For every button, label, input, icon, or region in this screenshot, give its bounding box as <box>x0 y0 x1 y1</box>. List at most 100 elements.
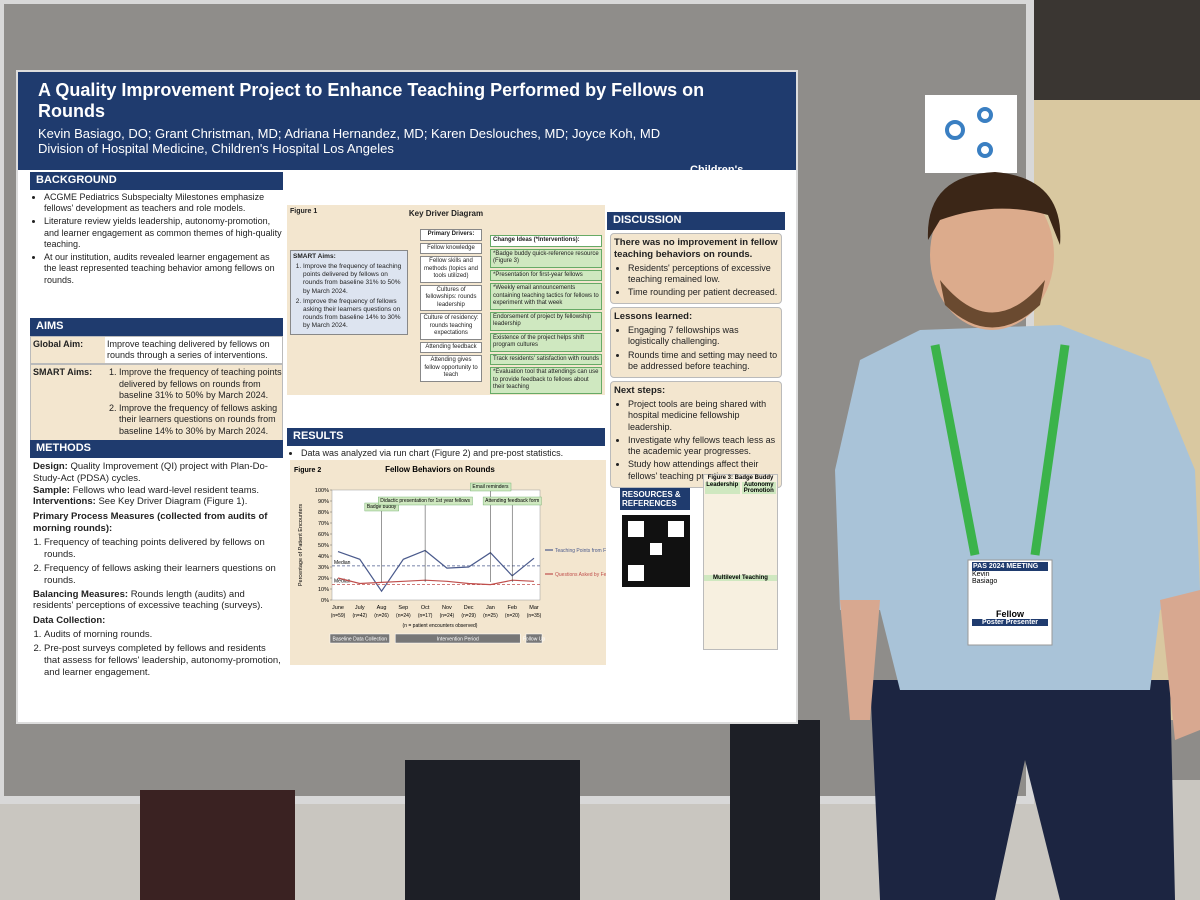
discussion-title: There was no improvement in fellow teach… <box>614 236 778 260</box>
aims-row: Global Aim: Improve teaching delivered by… <box>30 335 283 365</box>
annotation: Badge buddy <box>367 504 397 510</box>
fields: Design: Quality Improvement (QI) project… <box>30 458 283 512</box>
pants <box>870 680 1175 900</box>
driver: Culture of residency: rounds teaching ex… <box>420 313 482 340</box>
discussion-title: Lessons learned: <box>614 311 693 323</box>
section-heading: METHODS <box>30 440 283 458</box>
poster-title: A Quality Improvement Project to Enhance… <box>38 80 705 121</box>
x-tick-sublabel: (n=24) <box>440 613 455 619</box>
person-legs <box>140 790 295 900</box>
phase-label: Baseline Data Collection <box>333 637 388 643</box>
field: Interventions: See Key Driver Diagram (F… <box>33 496 280 508</box>
poster-header: A Quality Improvement Project to Enhance… <box>18 72 796 170</box>
change-idea: Existence of the project helps shift pro… <box>490 332 602 352</box>
chart-title: Fellow Behaviors on Rounds <box>385 465 495 474</box>
icon <box>977 107 993 123</box>
y-tick-label: 30% <box>318 565 329 571</box>
hands <box>840 590 1200 740</box>
label: Data Collection: <box>33 615 106 627</box>
figure1: Figure 1 Key Driver Diagram SMART Aims: I… <box>287 205 605 395</box>
driver: Attending gives fellow opportunity to te… <box>420 355 482 382</box>
list-item: Frequency of teaching points delivered b… <box>44 537 283 561</box>
change-idea: Track residents' satisfaction with round… <box>490 353 602 365</box>
y-tick-label: 0% <box>321 598 329 604</box>
annotation-box <box>378 496 473 506</box>
phase-bar <box>525 633 543 644</box>
list-item: Audits of morning rounds. <box>44 629 283 641</box>
section-heading: BACKGROUND <box>30 172 283 190</box>
badge-name: Basiago <box>972 578 998 585</box>
y-tick-label: 80% <box>318 510 329 516</box>
badge-event: PAS 2024 MEETING <box>972 562 1048 571</box>
figure3: Figure 3: Badge Buddy Leadership Autonomy… <box>703 474 778 650</box>
badge-role: Fellow <box>972 609 1048 619</box>
aims-section: AIMS Global Aim: Improve teaching deliver… <box>30 318 283 442</box>
x-tick-sublabel: (n=42) <box>352 613 367 619</box>
y-tick-label: 60% <box>318 532 329 538</box>
list-item: Improve the frequency of teaching points… <box>303 263 405 296</box>
label: Design: <box>33 460 68 472</box>
label: Balancing Measures: <box>33 588 129 600</box>
figure-label: Figure 2 <box>294 467 321 474</box>
series-line <box>337 577 535 586</box>
phase-label: Follow Up <box>523 637 545 643</box>
list-item: Project tools are being shared with hosp… <box>628 399 778 433</box>
list-item: At our institution, audits revealed lear… <box>44 252 283 286</box>
discussion-title: Next steps: <box>614 385 666 397</box>
change-idea: *Weekly email announcements containing t… <box>490 283 602 310</box>
x-tick-label: Sep <box>398 605 408 611</box>
column-heading: Leadership <box>705 482 740 494</box>
logo-text: Children's <box>690 164 744 176</box>
phase-label: Intervention Period <box>437 637 479 643</box>
list-item: Engaging 7 fellowships was logistically … <box>628 325 778 348</box>
x-tick-label: Dec <box>464 605 474 611</box>
x-tick-sublabel: (n=25) <box>483 613 498 619</box>
figure-label: Figure 1 <box>290 208 318 215</box>
median-label: Median <box>334 560 351 566</box>
person-legs <box>730 720 820 900</box>
legend-label: Questions Asked by Fellows <box>555 572 606 578</box>
x-tick-sublabel: (n=29) <box>461 613 476 619</box>
discussion-box: Next steps: Project tools are being share… <box>610 381 782 488</box>
list-item: Residents' perceptions of excessive teac… <box>628 263 778 286</box>
label: SMART Aims: <box>293 253 336 260</box>
label: Primary Drivers: <box>420 229 482 241</box>
list-item: Pre-post surveys completed by fellows an… <box>44 643 283 679</box>
text: Fellows who lead ward-level resident tea… <box>72 484 259 496</box>
person-legs <box>405 760 580 900</box>
field: Sample: Fellows who lead ward-level resi… <box>33 485 280 497</box>
badge-name: Kevin <box>972 571 990 578</box>
poster-affiliation: Division of Hospital Medicine, Children'… <box>38 141 394 156</box>
x-tick-sublabel: (n=35) <box>527 613 542 619</box>
column-heading: Multilevel Teaching <box>704 575 777 581</box>
list-item: Literature review yields leadership, aut… <box>44 216 283 250</box>
logo-text: Hospital <box>690 175 734 188</box>
badge-subtitle: Poster Presenter <box>972 619 1048 626</box>
columns: Leadership Autonomy Promotion <box>704 481 777 495</box>
list-item: Improve the frequency of teaching points… <box>119 367 282 401</box>
icon <box>945 120 965 140</box>
icon <box>977 142 993 158</box>
list: ACGME Pediatrics Subspecialty Milestones… <box>30 192 283 286</box>
annotation-box <box>482 496 542 506</box>
section-heading: RESULTS <box>287 428 605 446</box>
change-idea: *Presentation for first-year fellows <box>490 269 602 281</box>
x-tick-sublabel: (n=24) <box>396 613 411 619</box>
methods-section: METHODS Design: Quality Improvement (QI)… <box>30 440 283 681</box>
x-tick-label: June <box>332 605 344 611</box>
list-item: Study how attendings affect their fellow… <box>628 459 778 482</box>
list: Audits of morning rounds. Pre-post survey… <box>30 629 283 679</box>
y-tick-label: 50% <box>318 543 329 549</box>
figure-label: Figure 3: Badge Buddy <box>707 475 774 481</box>
changes: Change Ideas (*Interventions): *Badge bud… <box>490 235 602 396</box>
list-item: Frequency of fellows asking their learne… <box>44 563 283 587</box>
list-item: Improve the frequency of fellows asking … <box>303 298 405 331</box>
list-item: Time rounding per patient decreased. <box>628 287 778 298</box>
badge-card: PAS 2024 MEETING Kevin Basiago Fellow Po… <box>968 562 1052 626</box>
driver: Attending feedback <box>420 341 482 353</box>
run-chart: Figure 2 Fellow Behaviors on Rounds Percen… <box>290 460 606 665</box>
badge <box>967 559 1053 646</box>
annotation: Attending feedback form <box>485 498 539 504</box>
label: Primary Process Measures (collected from… <box>33 511 268 535</box>
sign <box>925 95 1017 173</box>
